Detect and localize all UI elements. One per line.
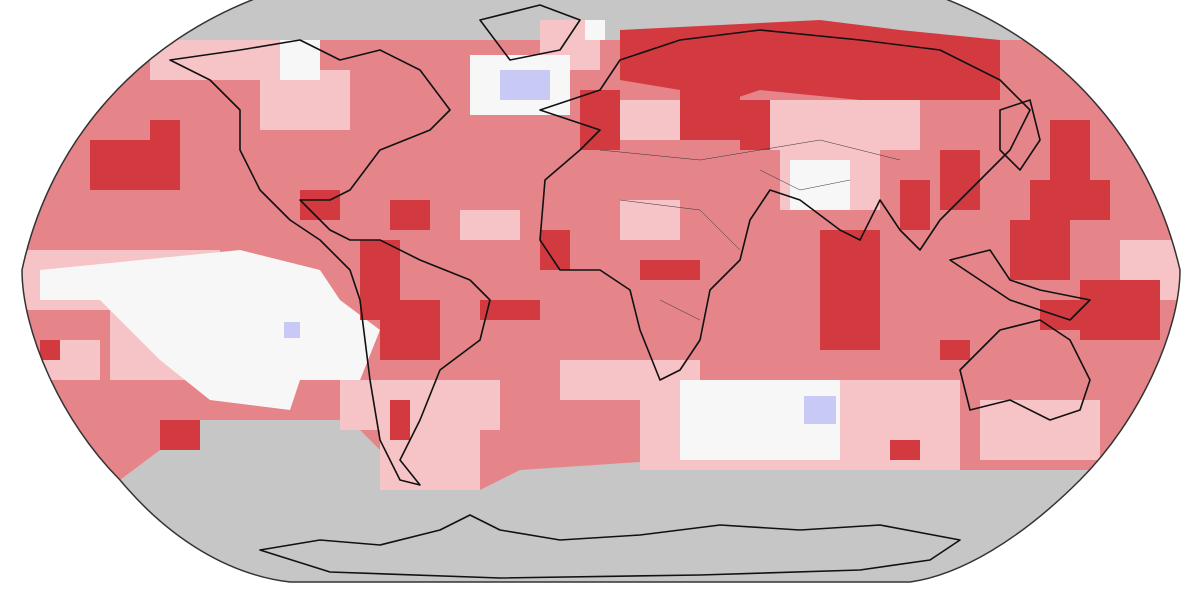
country-borders	[599, 139, 901, 321]
coastlines	[169, 4, 1091, 579]
map-outline	[21, 0, 1181, 583]
cooler-areas	[284, 70, 836, 424]
